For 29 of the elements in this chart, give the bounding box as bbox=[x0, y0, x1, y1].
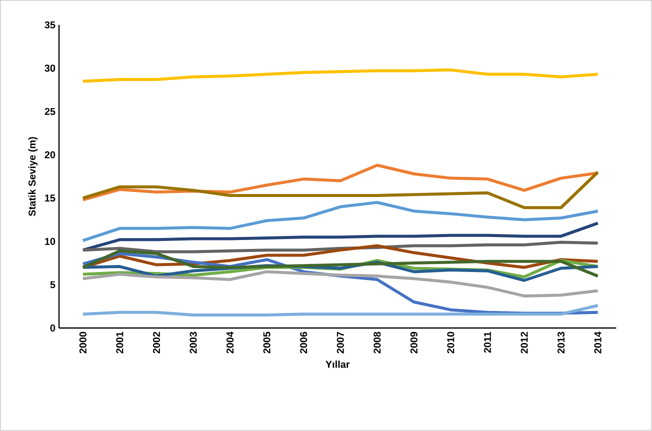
y-tick-label: 15 bbox=[45, 194, 56, 202]
y-tick-label: 30 bbox=[44, 64, 56, 72]
x-tick-label: 2000 bbox=[79, 332, 86, 354]
x-axis-title: Yıllar bbox=[326, 360, 350, 368]
x-tick-label: 2001 bbox=[116, 332, 124, 354]
x-tick-label: 2005 bbox=[263, 332, 270, 354]
x-tick-label: 2012 bbox=[520, 332, 528, 354]
y-tick-label: 35 bbox=[44, 21, 56, 28]
y-axis-title: Statik Seviye (m) bbox=[28, 137, 38, 216]
x-tick-label: 2010 bbox=[447, 332, 454, 354]
x-tick-label: 2008 bbox=[374, 332, 381, 354]
line-series bbox=[81, 222, 600, 252]
line-series bbox=[81, 240, 600, 254]
line-series bbox=[81, 270, 600, 298]
x-tick-label: 2006 bbox=[300, 332, 308, 354]
x-tick-label: 2013 bbox=[558, 332, 565, 354]
y-tick-label: 5 bbox=[50, 281, 56, 288]
y-tick-label: 20 bbox=[44, 151, 56, 158]
line-series bbox=[81, 200, 600, 242]
x-tick-label: 2014 bbox=[594, 332, 602, 354]
y-tick-label: 10 bbox=[45, 238, 56, 245]
y-tick-label: 0 bbox=[50, 324, 56, 332]
x-tick-label: 2009 bbox=[410, 332, 418, 354]
x-tick-label: 2002 bbox=[152, 332, 160, 354]
x-tick-label: 2003 bbox=[190, 332, 197, 354]
x-tick-label: 2004 bbox=[226, 332, 234, 354]
x-tick-label: 2007 bbox=[336, 332, 344, 354]
x-tick-label: 2011 bbox=[484, 332, 492, 353]
y-tick-label: 25 bbox=[44, 108, 56, 116]
